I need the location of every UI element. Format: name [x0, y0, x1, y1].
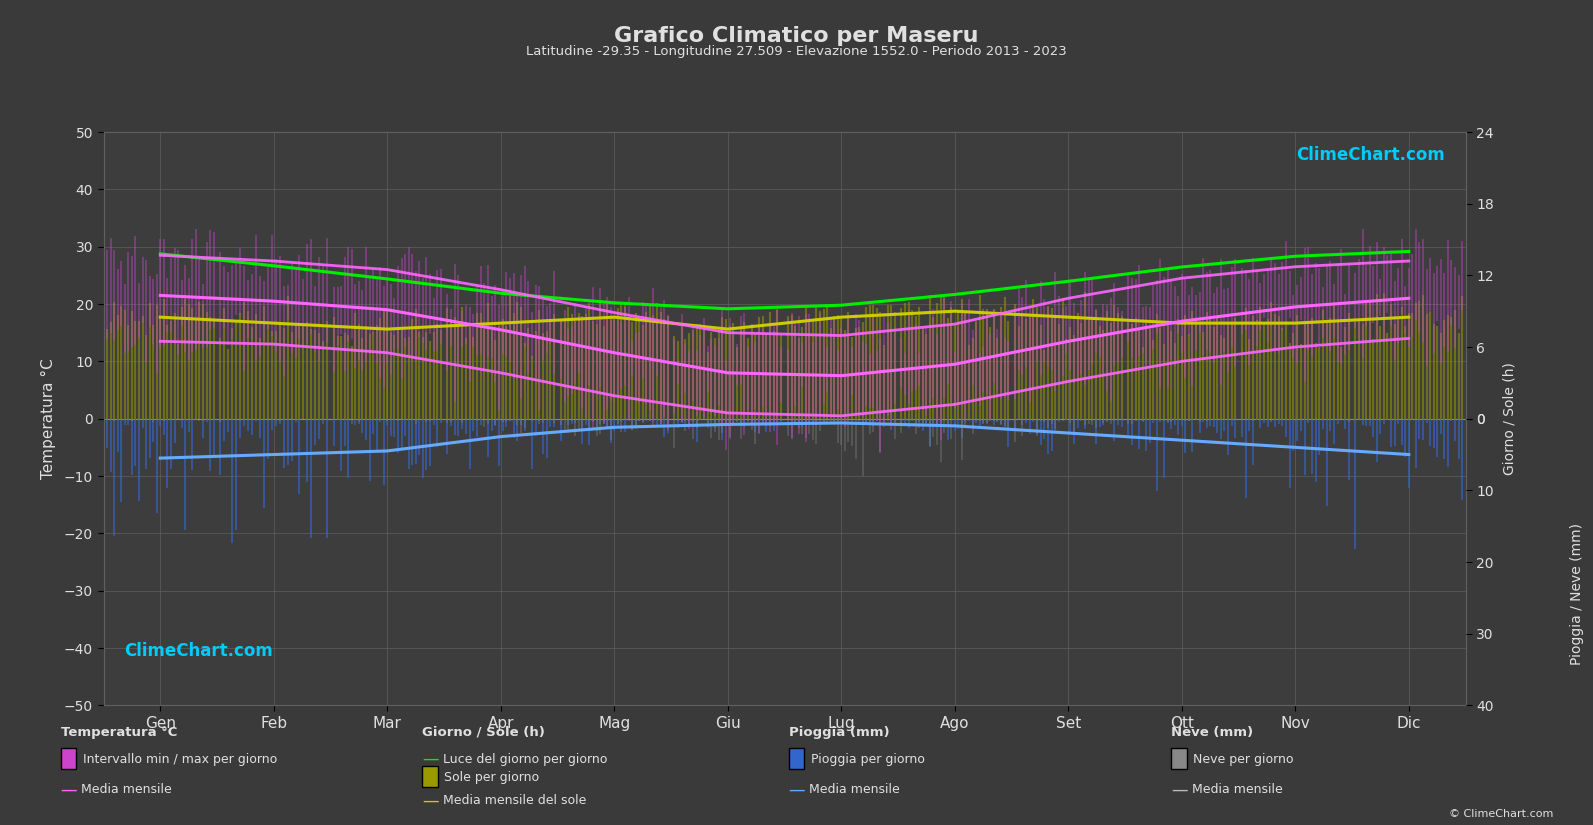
Text: Temperatura °C: Temperatura °C — [61, 726, 177, 739]
daylight — [1059, 276, 1078, 286]
daylight — [264, 261, 284, 271]
Text: —: — — [422, 791, 438, 809]
Text: —: — — [789, 780, 804, 799]
Text: Media mensile: Media mensile — [81, 783, 172, 796]
Text: Media mensile: Media mensile — [809, 783, 900, 796]
Text: Grafico Climatico per Maseru: Grafico Climatico per Maseru — [615, 26, 978, 46]
daylight — [718, 304, 738, 314]
Text: Sole per giorno: Sole per giorno — [444, 771, 540, 784]
Text: Intervallo min / max per giorno: Intervallo min / max per giorno — [83, 752, 277, 766]
daylight — [832, 300, 851, 310]
Text: Latitudine -29.35 - Longitudine 27.509 - Elevazione 1552.0 - Periodo 2013 - 2023: Latitudine -29.35 - Longitudine 27.509 -… — [526, 45, 1067, 59]
daylight — [1286, 252, 1305, 262]
Text: Media mensile: Media mensile — [1192, 783, 1282, 796]
Text: —: — — [422, 750, 438, 768]
Text: Media mensile del sole: Media mensile del sole — [443, 794, 586, 807]
Text: Neve (mm): Neve (mm) — [1171, 726, 1254, 739]
Text: Neve per giorno: Neve per giorno — [1193, 752, 1294, 766]
Line: daylight: daylight — [161, 252, 1408, 309]
Y-axis label: Temperatura °C: Temperatura °C — [40, 358, 56, 479]
Text: ClimeChart.com: ClimeChart.com — [1297, 146, 1445, 164]
Text: Pioggia / Neve (mm): Pioggia / Neve (mm) — [1571, 523, 1583, 665]
daylight — [1172, 262, 1192, 272]
daylight — [605, 298, 624, 308]
daylight — [945, 290, 964, 299]
daylight — [491, 288, 510, 298]
Y-axis label: Giorno / Sole (h): Giorno / Sole (h) — [1502, 362, 1517, 475]
Text: —: — — [1171, 780, 1187, 799]
Text: —: — — [61, 780, 76, 799]
daylight — [378, 274, 397, 284]
Text: Luce del giorno per giorno: Luce del giorno per giorno — [443, 752, 607, 766]
Text: © ClimeChart.com: © ClimeChart.com — [1448, 808, 1553, 818]
Text: Pioggia (mm): Pioggia (mm) — [789, 726, 889, 739]
daylight — [151, 249, 170, 259]
Text: ClimeChart.com: ClimeChart.com — [124, 642, 272, 659]
Text: Pioggia per giorno: Pioggia per giorno — [811, 752, 924, 766]
Text: Giorno / Sole (h): Giorno / Sole (h) — [422, 726, 545, 739]
daylight — [1399, 247, 1418, 257]
